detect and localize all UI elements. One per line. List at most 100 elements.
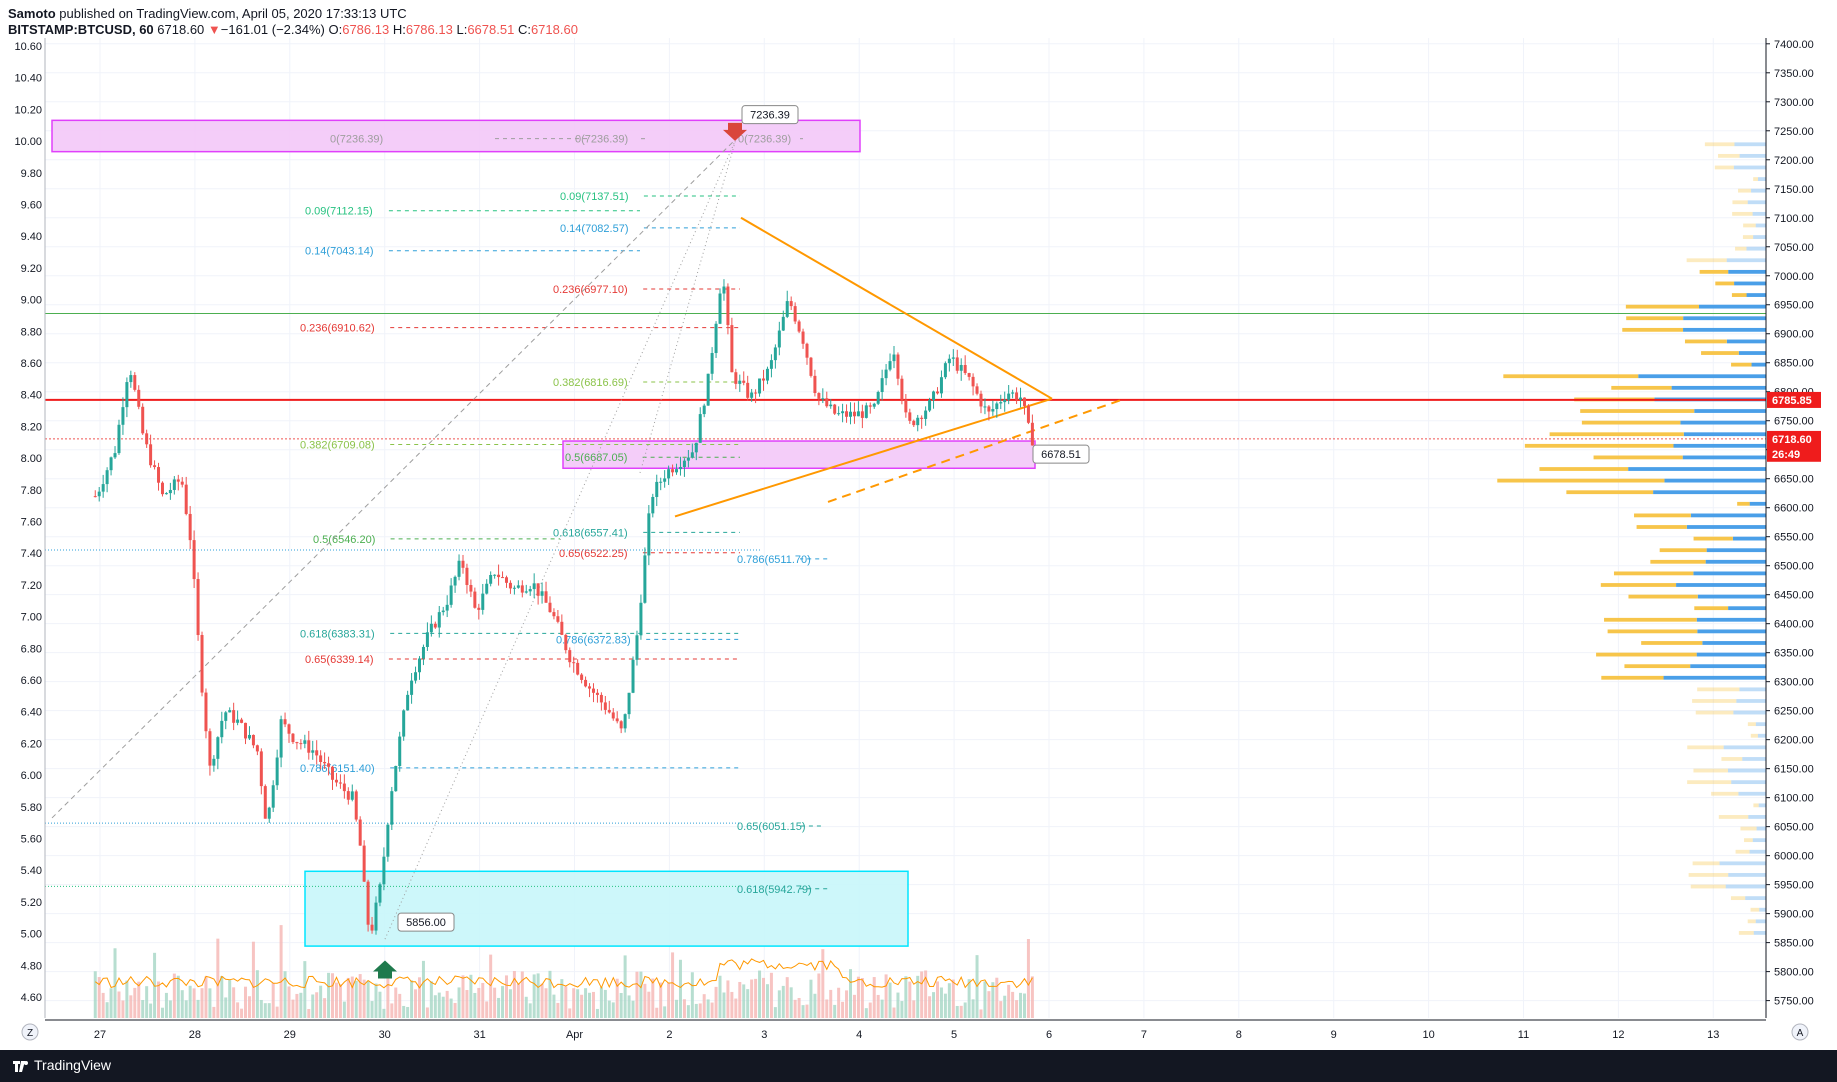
left-axis-tick: 10.60	[14, 41, 42, 53]
price-chart[interactable]: 0(7236.39) 0(7236.39) 0(7236.39) 0.09(7137.…	[0, 0, 1837, 1050]
volume-bar	[362, 979, 366, 1018]
volume-bar	[283, 971, 287, 1018]
candle-body	[481, 593, 485, 610]
candle-body	[762, 378, 766, 381]
volume-bar	[149, 1003, 153, 1018]
left-axis-tick: 8.80	[21, 326, 42, 338]
volume-bar	[267, 1003, 271, 1018]
low-label: L:	[456, 22, 468, 37]
candle-body	[845, 411, 849, 417]
volume-bar	[279, 925, 283, 1018]
volume-bar	[746, 989, 750, 1018]
volume-bars	[93, 925, 1034, 1018]
change-arrow-icon: ▼	[207, 22, 221, 37]
volume-bar	[157, 981, 161, 1018]
candle-body	[892, 354, 896, 362]
volume-profile-sell	[1701, 351, 1739, 355]
candle-body	[548, 602, 552, 613]
volume-bar	[358, 974, 362, 1018]
candle-body	[97, 491, 101, 497]
candle-body	[346, 791, 350, 800]
volume-bar	[160, 1007, 164, 1018]
volume-profile-sell	[1693, 536, 1733, 541]
candle-body	[283, 719, 287, 725]
volume-bar	[999, 1001, 1003, 1018]
left-axis-tick: 4.60	[21, 992, 42, 1004]
right-axis-tick: 7000.00	[1774, 271, 1814, 283]
volume-bar	[528, 1003, 532, 1018]
volume-profile-sell	[1641, 641, 1703, 645]
candle-body	[682, 460, 686, 468]
volume-profile-sell	[1738, 931, 1754, 935]
volume-bar	[781, 985, 785, 1018]
volume-profile-sell	[1732, 211, 1753, 216]
volume-bar	[789, 987, 793, 1018]
candle-body	[275, 757, 279, 786]
volume-bar	[584, 988, 588, 1018]
candle-body	[833, 404, 837, 414]
ohlc-line: BITSTAMP:BTCUSD, 60 6718.60 ▼−161.01 (−2…	[8, 22, 578, 37]
volume-bar	[425, 1007, 429, 1018]
volume-profile-buy	[1757, 177, 1766, 181]
volume-bar	[315, 992, 319, 1018]
volume-bar	[461, 975, 465, 1018]
volume-bar	[730, 991, 734, 1018]
trend-line-dashed	[51, 138, 737, 819]
volume-bar	[168, 1000, 172, 1018]
candle-body	[390, 791, 394, 825]
price-tag	[1767, 445, 1821, 462]
publish-line: Samoto published on TradingView.com, Apr…	[8, 6, 407, 21]
symbol-label: BITSTAMP:BTCUSD, 60	[8, 22, 154, 37]
candle-body	[643, 555, 647, 603]
volume-bar	[647, 991, 651, 1018]
candle-body	[512, 587, 516, 589]
x-axis-tick: 28	[189, 1029, 201, 1041]
x-axis-tick: 30	[379, 1029, 391, 1041]
volume-bar	[714, 986, 718, 1018]
candle-body	[627, 692, 631, 715]
fib-level-label: 0.14(7043.14)	[305, 246, 374, 258]
volume-bar	[109, 988, 113, 1018]
volume-bar	[880, 999, 884, 1018]
volume-bar	[896, 992, 900, 1018]
candle-body	[773, 347, 777, 361]
candle-body	[611, 712, 615, 719]
volume-bar	[845, 990, 849, 1018]
volume-bar	[623, 955, 627, 1018]
left-axis-tick: 8.60	[21, 358, 42, 370]
volume-profile-sell	[1580, 409, 1695, 413]
volume-bar	[97, 977, 101, 1018]
right-axis-tick: 6850.00	[1774, 358, 1814, 370]
volume-bar	[390, 1003, 394, 1018]
volume-profile-buy	[1690, 664, 1766, 669]
volume-bar	[188, 985, 192, 1018]
candle-body	[461, 560, 465, 568]
brand-name[interactable]: TradingView	[34, 1057, 112, 1073]
volume-bar	[516, 983, 520, 1018]
last-price: 6718.60	[157, 22, 205, 37]
candle-body	[809, 357, 813, 376]
left-axis-tick: 10.40	[14, 73, 42, 85]
price-callout-label: 6678.51	[1041, 449, 1081, 461]
volume-profile-sell	[1549, 432, 1684, 437]
candle-body	[323, 761, 327, 764]
volume-bar	[441, 996, 445, 1018]
volume-bar	[813, 993, 817, 1018]
candle-body	[469, 584, 473, 592]
volume-profile-sell	[1566, 490, 1654, 495]
price-callout-box	[1032, 444, 1090, 464]
candle-body	[334, 779, 338, 783]
right-axis-tick: 6300.00	[1774, 677, 1814, 689]
candle-body	[406, 694, 410, 711]
volume-bar	[817, 973, 821, 1018]
author-name[interactable]: Samoto	[8, 6, 56, 21]
volume-bar	[319, 985, 323, 1018]
volume-profile-sell	[1718, 815, 1749, 819]
volume-bar	[615, 978, 619, 1018]
published-text: published on TradingView.com, April 05, …	[59, 6, 407, 21]
right-axis-tick: 6350.00	[1774, 648, 1814, 660]
volume-bar	[900, 1001, 904, 1018]
volume-bar	[734, 998, 738, 1018]
volume-bar	[501, 986, 505, 1018]
volume-bar	[552, 994, 556, 1018]
